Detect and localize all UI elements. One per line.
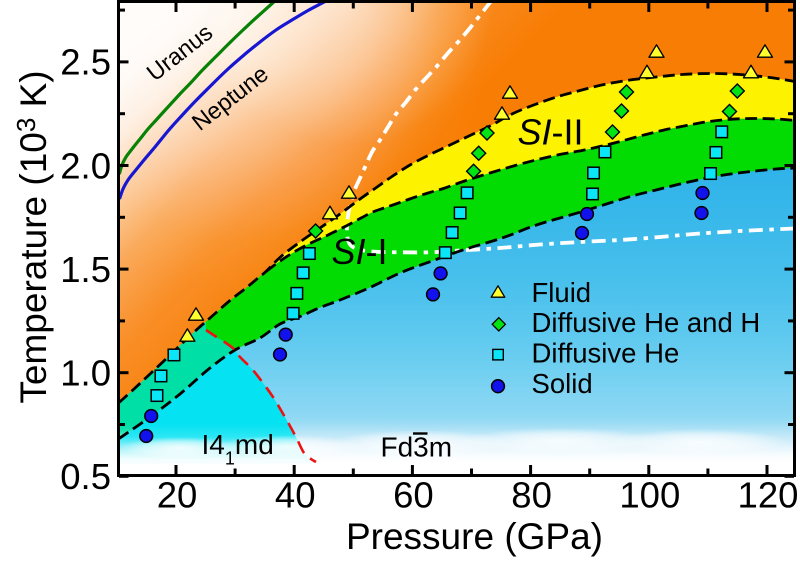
svg-text:100: 100: [619, 475, 680, 516]
svg-text:1.0: 1.0: [60, 353, 111, 394]
svg-text:Diffusive He: Diffusive He: [532, 338, 680, 369]
svg-text:2.5: 2.5: [60, 42, 111, 83]
svg-text:Fluid: Fluid: [532, 277, 592, 308]
svg-text:Solid: Solid: [532, 368, 593, 399]
svg-text:0.5: 0.5: [60, 456, 111, 497]
svg-text:80: 80: [511, 475, 552, 516]
svg-text:20: 20: [157, 475, 198, 516]
svg-text:40: 40: [275, 475, 316, 516]
svg-text:120: 120: [738, 475, 799, 516]
svg-text:1.5: 1.5: [60, 249, 111, 290]
svg-text:Pressure (GPa): Pressure (GPa): [346, 516, 603, 557]
svg-text:2.0: 2.0: [60, 145, 111, 186]
svg-text:SI-II: SI-II: [518, 112, 584, 153]
svg-text:Fd3m: Fd3m: [381, 432, 453, 463]
svg-text:SI-I: SI-I: [332, 231, 388, 272]
svg-text:Diffusive He and H: Diffusive He and H: [532, 307, 761, 338]
svg-text:60: 60: [393, 475, 434, 516]
